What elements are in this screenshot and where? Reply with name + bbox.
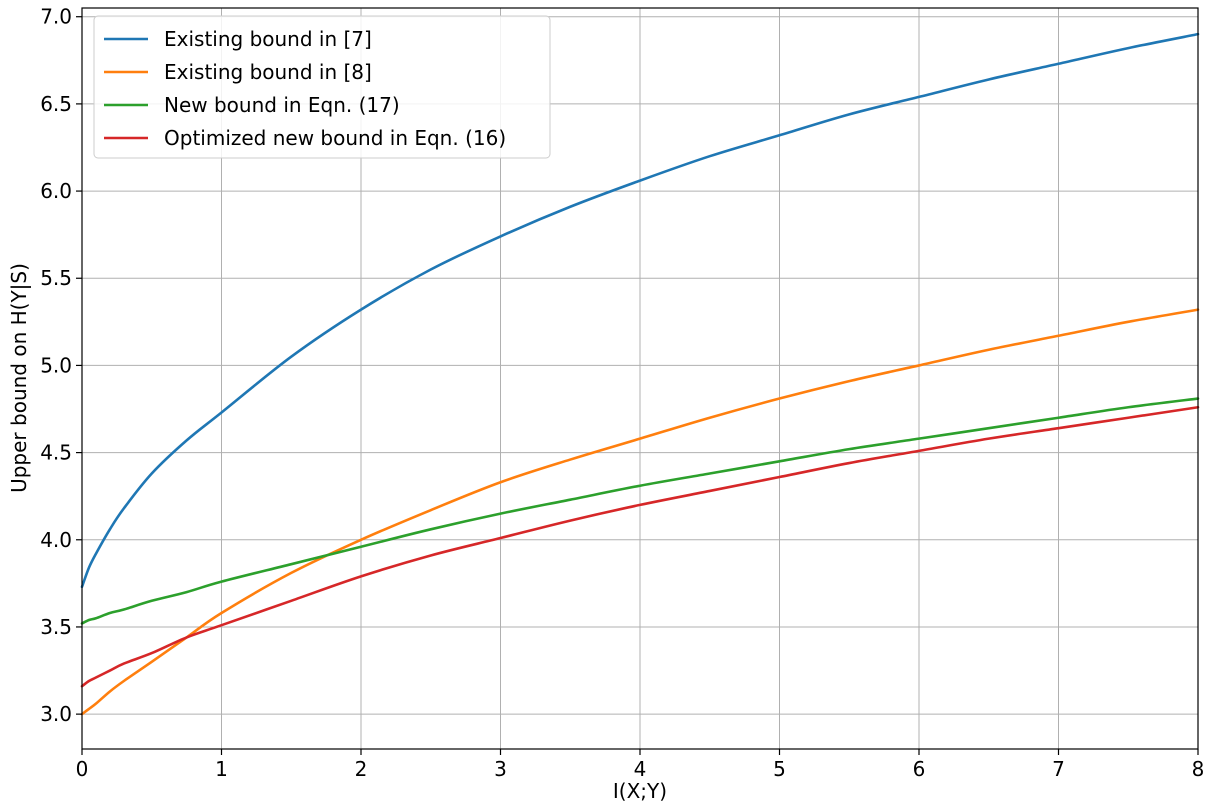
y-tick-label: 4.0 [40, 528, 72, 552]
series-group [80, 32, 1200, 716]
series-line-2 [80, 308, 1200, 716]
x-axis-label: I(X;Y) [613, 779, 667, 803]
x-tick-label: 1 [215, 757, 228, 781]
y-axis-label: Upper bound on H(Y|S) [7, 263, 31, 493]
x-tick-label: 5 [773, 757, 786, 781]
y-tick-label: 3.5 [40, 615, 72, 639]
legend: Existing bound in [7] Existing bound in [… [93, 15, 551, 159]
x-tick-label: 7 [1052, 757, 1065, 781]
series-line-4 [80, 405, 1200, 688]
y-tick-label: 6.5 [40, 92, 72, 116]
x-tick-label: 6 [913, 757, 926, 781]
x-tick-label: 3 [494, 757, 507, 781]
series-line-3 [80, 397, 1200, 625]
legend-label-2: Existing bound in [8] [164, 60, 372, 84]
y-tick-label: 6.0 [40, 179, 72, 203]
x-tick-label: 4 [634, 757, 647, 781]
x-tick-label: 0 [76, 757, 89, 781]
x-axis: 0 1 2 3 4 5 6 7 8 [76, 749, 1205, 781]
legend-label-4: Optimized new bound in Eqn. (16) [164, 126, 506, 150]
y-tick-label: 5.0 [40, 353, 72, 377]
legend-box [93, 15, 551, 159]
y-tick-label: 4.5 [40, 441, 72, 465]
y-tick-label: 3.0 [40, 702, 72, 726]
x-tick-label: 8 [1192, 757, 1205, 781]
y-tick-label: 7.0 [40, 5, 72, 29]
x-tick-label: 2 [355, 757, 368, 781]
series-line-1 [80, 32, 1200, 589]
y-tick-label: 5.5 [40, 266, 72, 290]
legend-label-3: New bound in Eqn. (17) [164, 93, 400, 117]
legend-label-1: Existing bound in [7] [164, 27, 372, 51]
y-axis: 3.0 3.5 4.0 4.5 5.0 5.5 6.0 6.5 7.0 [40, 5, 82, 726]
grid [81, 8, 1199, 749]
